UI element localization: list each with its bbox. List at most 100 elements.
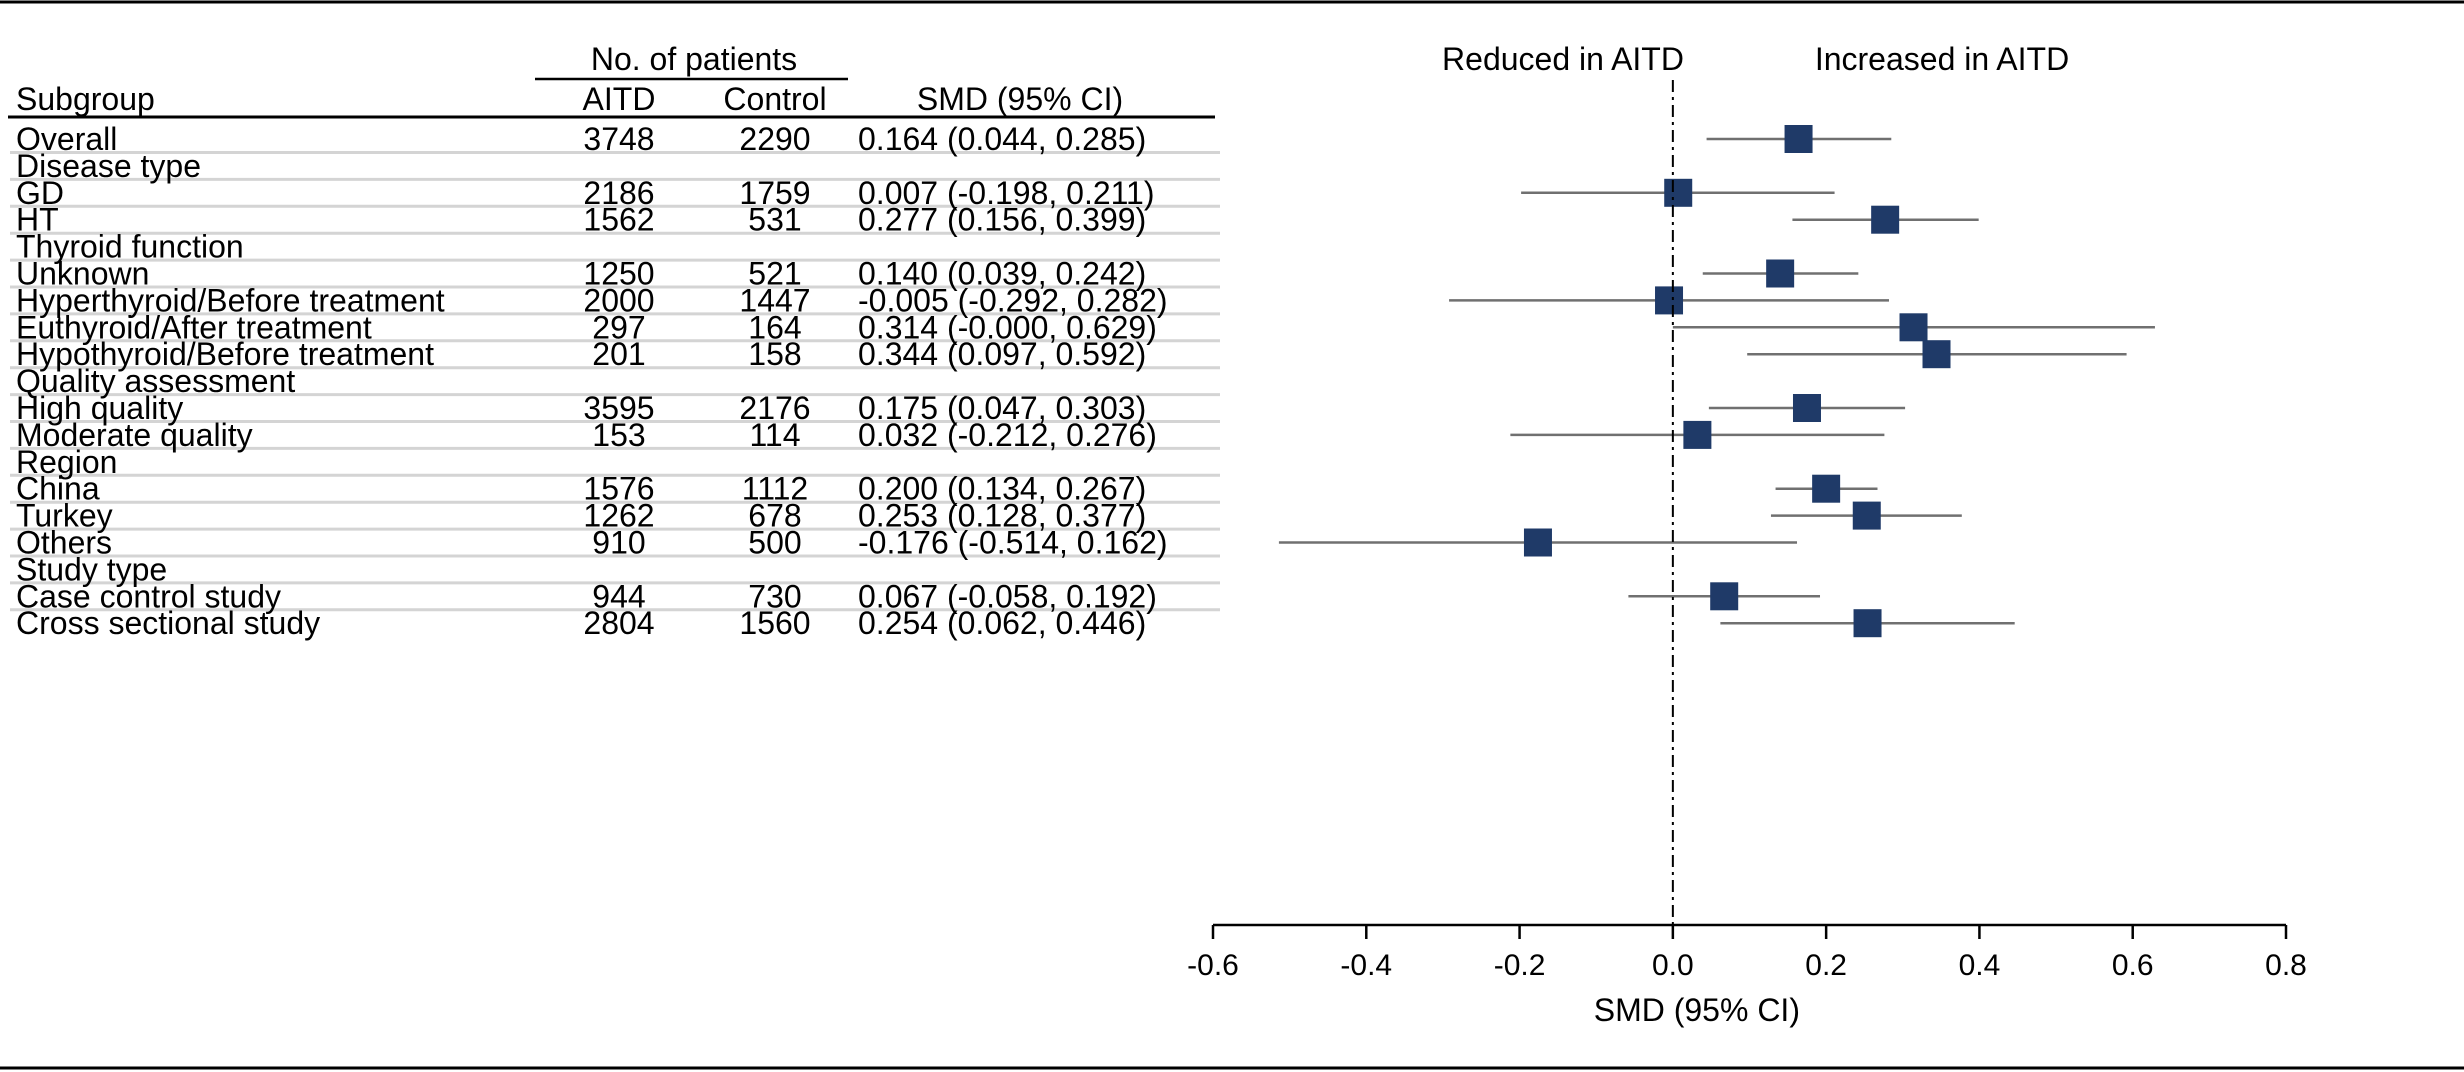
estimate-group [1708,394,1906,422]
subgroup-label: Turkey [16,498,113,534]
control-count: 521 [748,256,801,292]
estimate-group [1792,205,1979,234]
estimate-group [1770,501,1962,530]
table-row: Euthyroid/After treatment 297 164 0.314 (-0… [16,309,1157,345]
smd-ci-value: 0.032 (-0.212, 0.276) [858,417,1157,453]
point-estimate-marker [1792,394,1821,422]
control-count: 2176 [739,390,810,426]
subgroup-label: HT [16,202,59,238]
section-label: Study type [16,551,167,587]
aitd-count: 3748 [583,121,654,157]
subgroup-label: Overall [16,121,117,157]
control-count: 158 [748,336,801,372]
subgroup-label: Hypothyroid/Before treatment [16,336,434,372]
estimate-group [1449,286,1889,315]
patients-group-header: No. of patients [591,41,797,77]
aitd-count: 153 [592,417,645,453]
smd-ci-value: 0.344 (0.097, 0.592) [858,336,1146,372]
subgroup-label: Case control study [16,578,281,614]
control-count: 1447 [739,282,810,318]
section-label: Region [16,444,117,480]
smd-ci-value: 0.253 (0.128, 0.377) [858,498,1146,534]
aitd-count: 1250 [583,256,654,292]
section-row: Thyroid function [16,229,244,265]
x-tick-label: 0.2 [1805,949,1847,982]
table-row: Hyperthyroid/Before treatment 2000 1447 -0.… [16,282,1168,318]
aitd-count: 2186 [583,175,654,211]
x-tick-label: 0.6 [2112,949,2154,982]
smd-ci-value: 0.314 (-0.000, 0.629) [858,309,1157,345]
point-estimate-marker [1784,125,1813,153]
x-tick-label: 0.0 [1652,949,1694,982]
x-tick-label: -0.4 [1340,949,1392,982]
smd-ci-value: 0.007 (-0.198, 0.211) [858,175,1155,211]
table-row: Others 910 500 -0.176 (-0.514, 0.162) [16,525,1168,561]
control-header: Control [723,81,826,117]
control-count: 1759 [739,175,810,211]
smd-ci-value: -0.176 (-0.514, 0.162) [858,525,1168,561]
section-row: Disease type [16,148,201,184]
section-label: Quality assessment [16,363,295,399]
aitd-count: 910 [592,525,645,561]
estimate-group [1747,340,2127,369]
control-count: 2290 [739,121,810,157]
table-row: Cross sectional study 2804 1560 0.254 (0.06… [16,605,1146,641]
control-count: 730 [748,578,801,614]
aitd-count: 2804 [583,605,654,641]
smd-ci-value: -0.005 (-0.292, 0.282) [858,282,1168,318]
estimate-group [1521,178,1835,207]
smd-ci-value: 0.277 (0.156, 0.399) [858,202,1146,238]
point-estimate-marker [1523,528,1552,557]
x-tick-label: 0.8 [2265,949,2307,982]
table-row: China 1576 1112 0.200 (0.134, 0.267) [16,471,1146,507]
control-count: 164 [748,309,801,345]
estimate-group [1775,474,1878,503]
subgroup-label: Cross sectional study [16,605,320,641]
point-estimate-marker [1899,313,1928,342]
subgroup-label: Moderate quality [16,417,253,453]
increased-in-aitd-label: Increased in AITD [1815,41,2069,77]
estimate-group [1720,609,2015,638]
subgroup-label: Others [16,525,112,561]
subgroup-label: Euthyroid/After treatment [16,309,372,345]
smd-ci-value: 0.067 (-0.058, 0.192) [858,578,1157,614]
section-row: Study type [16,551,167,587]
estimate-group [1278,528,1798,557]
table-row: Turkey 1262 678 0.253 (0.128, 0.377) [16,498,1146,534]
point-estimate-marker [1922,340,1951,369]
subgroup-label: Hyperthyroid/Before treatment [16,282,445,318]
point-estimate-marker [1655,286,1684,315]
x-tick-label: -0.6 [1187,949,1239,982]
table-row: Case control study 944 730 0.067 (-0.058, 0… [16,578,1157,614]
control-count: 1560 [739,605,810,641]
smd-ci-value: 0.175 (0.047, 0.303) [858,390,1146,426]
subgroup-label: China [16,471,100,507]
point-estimate-marker [1683,420,1712,449]
forest-plot-area: -0.6 -0.4 -0.2 0.0 0.2 0.4 0.6 0.8 SMD (95% CI) [1187,80,2307,1028]
point-estimate-marker [1766,259,1795,288]
estimate-group [1706,125,1892,153]
estimate-group [1628,582,1821,611]
point-estimate-marker [1852,501,1881,530]
smd-ci-value: 0.164 (0.044, 0.285) [858,121,1146,157]
estimate-group [1702,259,1859,288]
aitd-header: AITD [583,81,656,117]
aitd-count: 3595 [583,390,654,426]
table-header: No. of patients Subgroup AITD Control SM… [8,41,2069,119]
subgroup-label: GD [16,175,64,211]
section-label: Disease type [16,148,201,184]
section-row: Region [16,444,117,480]
section-label: Thyroid function [16,229,244,265]
aitd-count: 1562 [583,202,654,238]
table-row: Moderate quality 153 114 0.032 (-0.212, 0.2… [16,417,1157,453]
table-row: HT 1562 531 0.277 (0.156, 0.399) [16,202,1146,238]
x-tick-label: 0.4 [1959,949,2001,982]
smd-ci-value: 0.140 (0.039, 0.242) [858,256,1146,292]
x-axis: -0.6 -0.4 -0.2 0.0 0.2 0.4 0.6 0.8 SMD (95% CI) [1187,923,2307,1028]
x-tick-label: -0.2 [1494,949,1546,982]
table-row: High quality 3595 2176 0.175 (0.047, 0.303) [16,390,1146,426]
control-count: 531 [748,202,801,238]
reduced-in-aitd-label: Reduced in AITD [1442,41,1684,77]
